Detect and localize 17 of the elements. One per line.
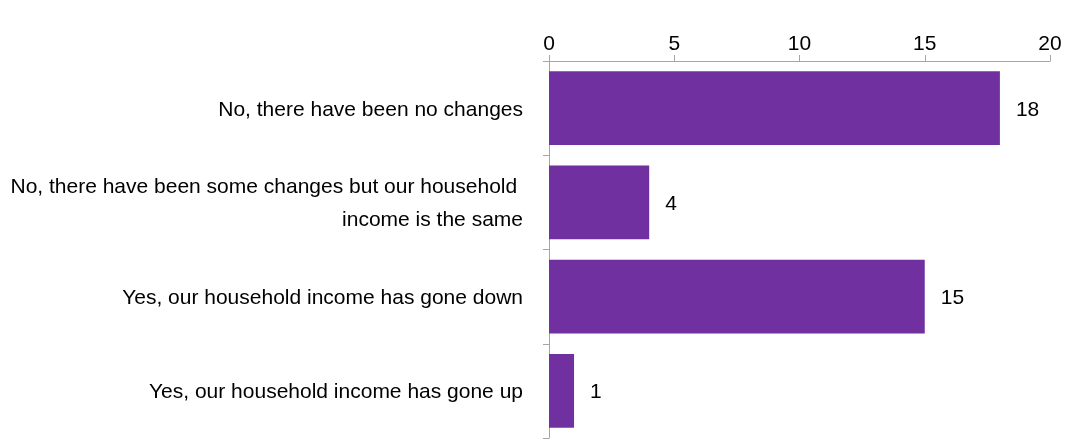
bar bbox=[549, 354, 575, 428]
data-label: 4 bbox=[665, 190, 678, 214]
data-label: 15 bbox=[940, 285, 965, 309]
x-tick-label: 15 bbox=[913, 31, 937, 54]
bar bbox=[549, 259, 925, 334]
x-tick-label: 5 bbox=[668, 31, 681, 54]
data-label: 18 bbox=[1015, 96, 1040, 120]
data-label: 1 bbox=[590, 379, 602, 403]
y-tick-label: No, there have been no changes bbox=[218, 96, 523, 120]
x-tick-label: 0 bbox=[543, 31, 555, 54]
x-tick-label: 20 bbox=[1038, 31, 1062, 54]
bar bbox=[549, 71, 1000, 145]
y-tick-label: Yes, our household income has gone down bbox=[122, 285, 523, 309]
bar bbox=[549, 165, 650, 240]
x-tick-label: 10 bbox=[787, 31, 812, 54]
y-tick-label: Yes, our household income has gone up bbox=[148, 379, 523, 403]
y-tick-label: No, there have been some changes but our household income is the same bbox=[10, 174, 523, 231]
